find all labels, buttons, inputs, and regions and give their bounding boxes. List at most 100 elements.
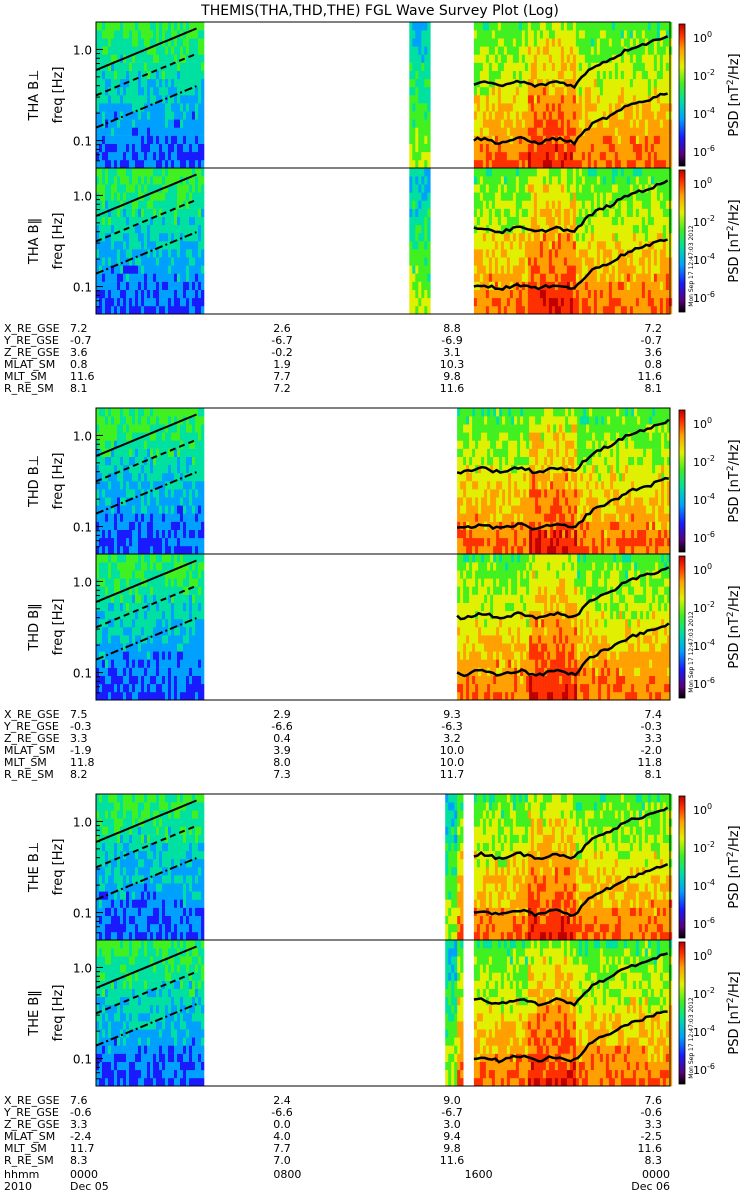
psd-cell xyxy=(623,265,628,274)
psd-cell xyxy=(478,529,482,539)
psd-cell xyxy=(481,408,485,417)
psd-cell xyxy=(138,297,142,307)
psd-cell xyxy=(174,78,178,88)
psd-cell xyxy=(608,95,613,104)
psd-cell xyxy=(177,30,181,39)
psd-cell xyxy=(638,54,643,63)
psd-cell xyxy=(572,38,577,47)
psd-cell xyxy=(180,135,184,144)
psd-cell xyxy=(126,127,130,136)
psd-cell xyxy=(499,456,503,466)
psd-cell xyxy=(177,440,181,449)
psd-cell xyxy=(481,513,485,522)
psd-cell xyxy=(638,305,643,315)
psd-cell xyxy=(584,95,589,104)
psd-cell xyxy=(147,472,151,482)
psd-cell xyxy=(539,297,544,307)
psd-cell xyxy=(168,289,172,299)
psd-cell xyxy=(617,192,622,201)
psd-cell xyxy=(138,265,142,274)
psd-cell xyxy=(566,297,571,307)
psd-cell xyxy=(475,448,479,457)
psd-cell xyxy=(503,297,508,307)
psd-cell xyxy=(638,30,643,39)
psd-cell xyxy=(171,521,175,530)
psd-cell xyxy=(623,289,628,299)
psd-cell xyxy=(551,216,556,226)
psd-cell xyxy=(485,62,490,71)
psd-cell xyxy=(596,192,601,201)
psd-cell xyxy=(539,119,544,128)
psd-cell xyxy=(578,184,583,193)
colorbar-label-base: PSD [nT xyxy=(727,231,742,283)
psd-cell xyxy=(171,184,175,193)
psd-cell xyxy=(635,273,640,282)
psd-cell xyxy=(493,529,497,539)
psd-cell xyxy=(632,249,637,258)
psd-cell xyxy=(473,62,478,71)
psd-cell xyxy=(162,537,166,547)
psd-cell xyxy=(557,297,562,307)
psd-cell xyxy=(99,86,103,96)
psd-cell xyxy=(473,46,478,55)
psd-cell xyxy=(641,86,646,96)
psd-cell xyxy=(659,70,664,80)
psd-cell xyxy=(150,489,154,498)
psd-cell xyxy=(117,464,121,474)
psd-cell xyxy=(662,159,667,169)
psd-cell xyxy=(168,62,172,71)
psd-cell xyxy=(662,22,667,31)
psd-cell xyxy=(596,216,601,226)
psd-cell xyxy=(506,70,511,80)
psd-cell xyxy=(147,200,151,209)
psd-cell xyxy=(485,249,490,258)
psd-cell xyxy=(108,86,112,96)
psd-cell xyxy=(503,200,508,209)
psd-cell xyxy=(186,38,190,47)
psd-cell xyxy=(415,208,419,217)
psd-cell xyxy=(114,529,118,539)
psd-cell xyxy=(632,135,637,144)
psd-cell xyxy=(174,481,178,490)
psd-cell xyxy=(99,111,103,120)
psd-cell xyxy=(96,257,100,266)
psd-cell xyxy=(138,30,142,39)
psd-cell xyxy=(499,416,503,425)
psd-cell xyxy=(656,46,661,55)
psd-cell xyxy=(424,62,428,71)
psd-cell xyxy=(114,249,118,258)
psd-cell xyxy=(506,257,511,266)
psd-cell xyxy=(512,257,517,266)
psd-cell xyxy=(201,440,205,449)
psd-cell xyxy=(494,54,499,63)
psd-cell xyxy=(614,86,619,96)
psd-cell xyxy=(150,200,154,209)
psd-cell xyxy=(499,521,503,530)
psd-cell xyxy=(123,86,127,96)
psd-cell xyxy=(186,305,190,315)
psd-cell xyxy=(581,38,586,47)
psd-cell xyxy=(189,119,193,128)
psd-cell xyxy=(171,305,175,315)
psd-cell xyxy=(509,159,514,169)
psd-cell xyxy=(656,111,661,120)
psd-cell xyxy=(482,159,487,169)
psd-cell xyxy=(629,119,634,128)
psd-cell xyxy=(117,281,121,290)
psd-cell xyxy=(102,513,106,522)
psd-cell xyxy=(418,297,422,307)
y-axis-label: freq [Hz] xyxy=(51,213,66,270)
psd-cell xyxy=(650,224,655,234)
psd-cell xyxy=(153,281,157,290)
psd-cell xyxy=(135,168,139,177)
psd-cell xyxy=(180,86,184,96)
psd-cell xyxy=(153,216,157,226)
psd-cell xyxy=(195,545,199,555)
psd-cell xyxy=(641,184,646,193)
psd-cell xyxy=(662,135,667,144)
psd-cell xyxy=(611,143,616,153)
psd-cell xyxy=(195,289,199,299)
psd-cell xyxy=(476,54,481,63)
psd-cell xyxy=(482,62,487,71)
psd-cell xyxy=(418,249,422,258)
